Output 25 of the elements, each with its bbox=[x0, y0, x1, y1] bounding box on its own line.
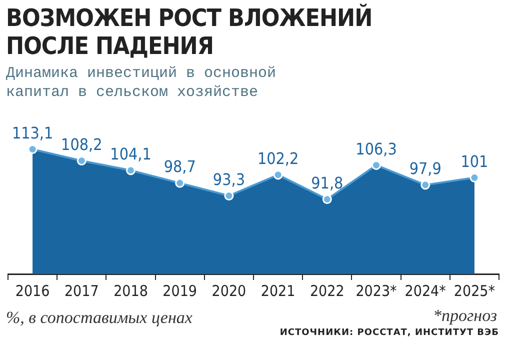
x-tick-label: 2022 bbox=[310, 282, 344, 300]
data-label: 93,3 bbox=[212, 170, 245, 189]
data-label: 101 bbox=[460, 152, 488, 171]
annotation: *прогноз bbox=[433, 306, 497, 326]
data-label: 108,2 bbox=[61, 134, 102, 154]
data-label: 98,7 bbox=[164, 157, 196, 176]
annotation: %, в сопоставимых ценах bbox=[6, 308, 192, 328]
x-tick-label: 2017 bbox=[64, 282, 99, 300]
x-tick-label: 2021 bbox=[260, 282, 296, 300]
data-label: 97,9 bbox=[409, 159, 442, 178]
data-label: 104,1 bbox=[110, 144, 152, 164]
data-label: 91,8 bbox=[311, 173, 344, 192]
data-label: 106,3 bbox=[356, 139, 397, 158]
x-tick-label: 2016 bbox=[15, 282, 50, 300]
x-tick-label: 2018 bbox=[114, 282, 148, 300]
x-tick-label: 2023* bbox=[356, 282, 398, 300]
chart-subtitle: Динамика инвестиций в основной капитал в сельском хозяйстве bbox=[6, 64, 276, 102]
x-tick-label: 2019 bbox=[162, 282, 198, 300]
chart-title: ВОЗМОЖЕН РОСТ ВЛОЖЕНИЙ ПОСЛЕ ПАДЕНИЯ bbox=[6, 4, 372, 60]
x-tick-label: 2020 bbox=[212, 282, 246, 300]
x-tick-label: 2025* bbox=[454, 282, 496, 300]
data-label: 113,1 bbox=[12, 123, 54, 142]
data-label: 102,2 bbox=[257, 148, 299, 168]
x-tick-label: 2024* bbox=[404, 282, 446, 300]
annotation: ИСТОЧНИКИ: РОССТАТ, ИНСТИТУТ ВЭБ bbox=[280, 328, 499, 338]
